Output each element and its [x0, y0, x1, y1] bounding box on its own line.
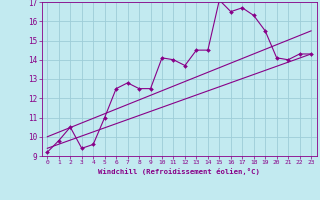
X-axis label: Windchill (Refroidissement éolien,°C): Windchill (Refroidissement éolien,°C)	[98, 168, 260, 175]
